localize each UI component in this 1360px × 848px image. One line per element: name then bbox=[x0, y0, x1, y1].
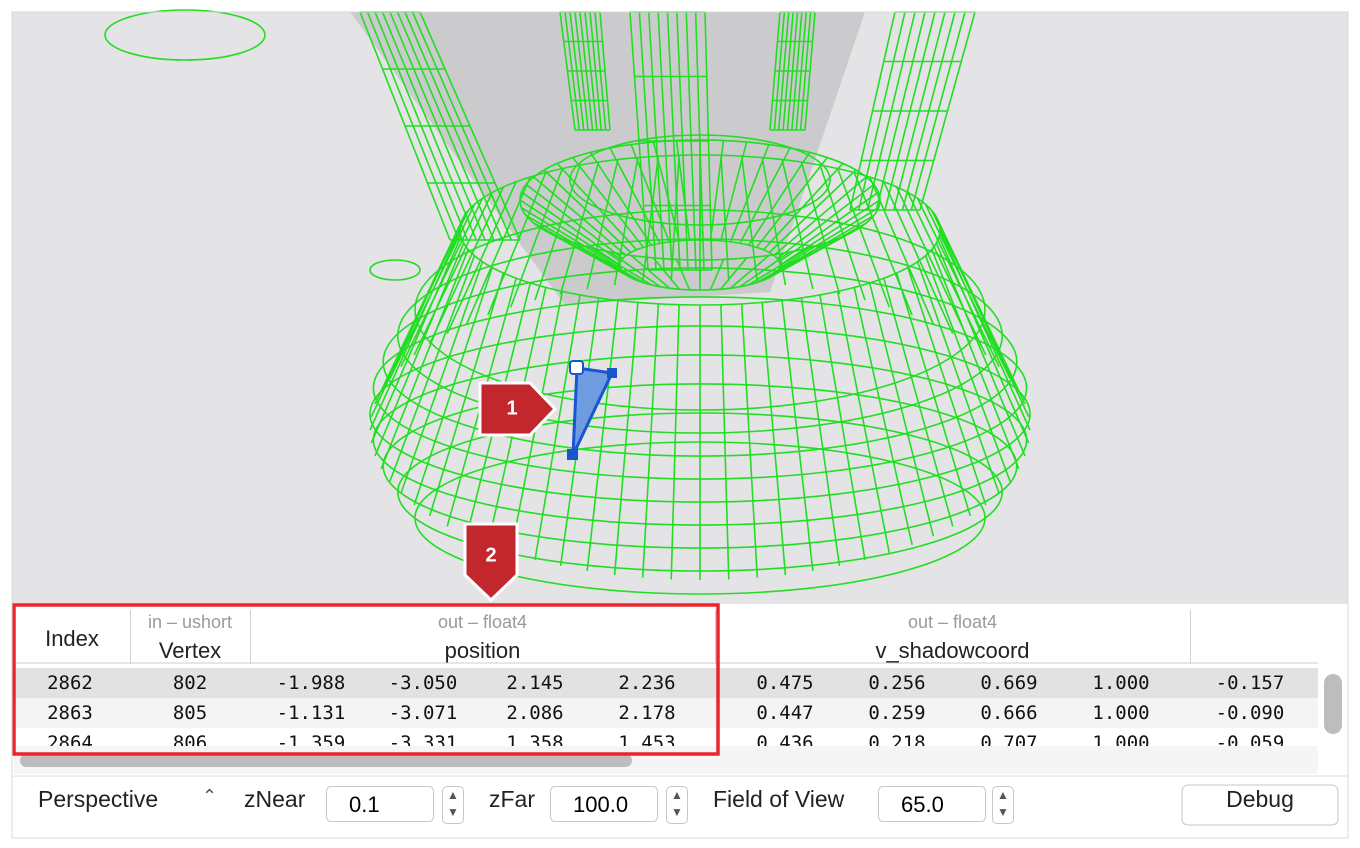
cell: 2.086 bbox=[506, 702, 564, 724]
stepper[interactable]: ▲ ▼ bbox=[666, 786, 688, 824]
cell: 1.000 bbox=[1092, 672, 1150, 694]
column-separator bbox=[130, 610, 131, 664]
cell: -1.131 bbox=[276, 702, 346, 724]
column-separator bbox=[1190, 610, 1191, 664]
plane bbox=[350, 12, 865, 305]
cell: -0.157 bbox=[1215, 672, 1285, 694]
cell: 2.178 bbox=[618, 702, 676, 724]
wire bbox=[382, 267, 1018, 457]
cell: -0.090 bbox=[1215, 702, 1285, 724]
cell: 2.145 bbox=[506, 672, 564, 694]
cell: 0.447 bbox=[756, 702, 814, 724]
cell: 0.475 bbox=[756, 672, 814, 694]
cell: 2.236 bbox=[618, 672, 676, 694]
wire bbox=[519, 140, 881, 291]
row-bg bbox=[14, 698, 1318, 728]
popup-arrows: ⌃ bbox=[202, 786, 218, 806]
column-name: Vertex bbox=[158, 638, 222, 663]
cell: -0.059 bbox=[1215, 732, 1285, 746]
cell: 1.000 bbox=[1092, 732, 1150, 746]
column-separator bbox=[250, 610, 251, 664]
zfar-field[interactable]: 100.0 bbox=[550, 786, 658, 822]
cell: 0.256 bbox=[868, 672, 926, 694]
callout bbox=[478, 381, 558, 437]
fov-field[interactable]: 65.0 bbox=[878, 786, 986, 822]
hscroll-thumb[interactable] bbox=[20, 754, 632, 767]
label: Field of View bbox=[713, 786, 845, 812]
column-group: in – ushort bbox=[147, 612, 233, 632]
vertex bbox=[567, 449, 578, 460]
wire bbox=[369, 155, 1031, 580]
wire bbox=[369, 325, 1031, 503]
wire bbox=[104, 9, 266, 61]
selected-triangle[interactable] bbox=[571, 366, 615, 456]
cell: 1.358 bbox=[506, 732, 564, 746]
cell: 0.218 bbox=[868, 732, 926, 746]
highlight-box bbox=[12, 603, 720, 756]
frame bbox=[11, 11, 1349, 839]
cell: -1.988 bbox=[276, 672, 346, 694]
cell: 0.259 bbox=[868, 702, 926, 724]
vertex bbox=[569, 360, 584, 375]
cell: 2864 bbox=[47, 732, 93, 746]
wire bbox=[414, 209, 986, 411]
column-name: Index bbox=[45, 626, 99, 651]
debug-button[interactable] bbox=[1181, 784, 1339, 826]
table: Index in – ushort Vertex out – float4 positi… bbox=[14, 606, 1318, 746]
cell: 805 bbox=[172, 702, 208, 724]
cell: 1.000 bbox=[1092, 702, 1150, 724]
callout bbox=[463, 522, 519, 603]
label: zNear bbox=[244, 786, 306, 812]
stepper[interactable]: ▲ ▼ bbox=[992, 786, 1014, 824]
cell: -3.071 bbox=[388, 702, 458, 724]
cell: 0.707 bbox=[980, 732, 1038, 746]
wire bbox=[396, 412, 1004, 572]
znear-field[interactable]: 0.1 bbox=[326, 786, 434, 822]
vertex bbox=[607, 368, 617, 378]
column-name: position bbox=[444, 638, 521, 663]
cell: 802 bbox=[172, 672, 208, 694]
wire bbox=[372, 295, 1028, 481]
column-group: out – float4 bbox=[437, 612, 528, 632]
column-group: out – float4 bbox=[907, 612, 998, 632]
vscroll-thumb[interactable] bbox=[1324, 674, 1342, 734]
stepper[interactable]: ▲ ▼ bbox=[442, 786, 464, 824]
cell: 0.666 bbox=[980, 702, 1038, 724]
cell: -3.050 bbox=[388, 672, 458, 694]
cell: -3.331 bbox=[388, 732, 458, 746]
cell: 0.669 bbox=[980, 672, 1038, 694]
projection[interactable]: Perspective bbox=[38, 786, 159, 812]
wire bbox=[369, 259, 421, 281]
cell: 806 bbox=[172, 732, 208, 746]
label: zFar bbox=[489, 786, 535, 812]
wire bbox=[569, 134, 831, 226]
cell: 2863 bbox=[47, 702, 93, 724]
cell: 0.436 bbox=[756, 732, 814, 746]
callout-label: 2 bbox=[485, 544, 496, 566]
cell: 2862 bbox=[47, 672, 93, 694]
cell: -1.359 bbox=[276, 732, 346, 746]
debug-label[interactable]: Debug bbox=[1226, 786, 1294, 812]
column-separator bbox=[715, 610, 716, 664]
selected-row bbox=[14, 668, 1318, 698]
column-name: v_shadowcoord bbox=[875, 638, 1030, 663]
callout-label: 1 bbox=[506, 397, 517, 419]
cell: 1.453 bbox=[618, 732, 676, 746]
